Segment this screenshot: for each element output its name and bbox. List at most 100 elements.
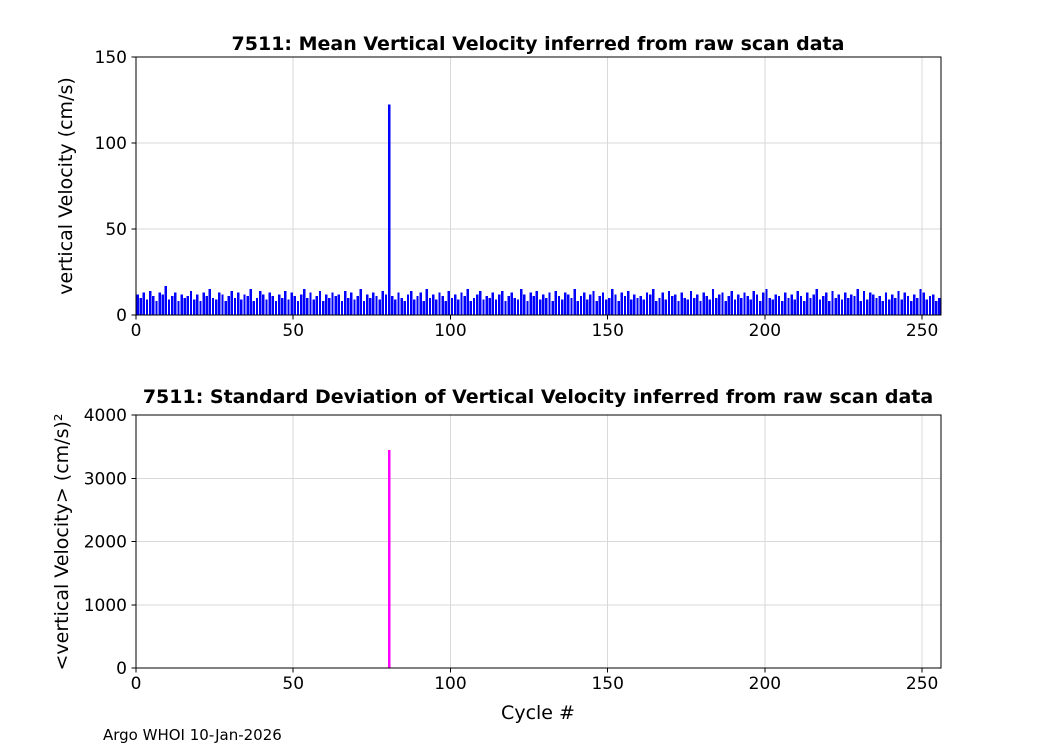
bar <box>529 292 532 315</box>
bar <box>167 299 171 315</box>
bar <box>148 290 152 315</box>
bar <box>145 299 149 315</box>
bar <box>730 290 734 315</box>
bar <box>224 301 227 315</box>
bar <box>221 294 224 315</box>
bar <box>692 297 696 315</box>
bar <box>702 292 705 315</box>
bar <box>296 301 300 315</box>
footer-text: Argo WHOI 10-Jan-2026 <box>103 726 282 744</box>
y-tick-label: 0 <box>116 659 127 679</box>
bar <box>290 292 293 315</box>
bar <box>831 290 834 315</box>
bar <box>850 294 853 315</box>
bar <box>674 294 677 315</box>
bar <box>608 297 611 315</box>
bar <box>428 297 432 315</box>
y-tick-label: 1000 <box>84 596 127 616</box>
bar <box>265 299 268 315</box>
bar <box>774 294 778 315</box>
bar <box>862 290 866 315</box>
y-tick-label: 3000 <box>84 469 127 489</box>
bar <box>677 301 680 315</box>
bar <box>413 299 416 315</box>
bar <box>362 301 366 315</box>
bar <box>359 289 363 315</box>
y-tick-label: 100 <box>95 134 127 154</box>
bar <box>538 299 542 315</box>
bar <box>670 296 674 315</box>
bar <box>491 292 495 315</box>
bar <box>208 289 212 315</box>
bar <box>919 289 922 315</box>
bar <box>548 292 551 315</box>
bar <box>215 299 218 315</box>
bar <box>564 292 567 315</box>
bar <box>400 297 403 315</box>
bar <box>828 301 831 315</box>
bar <box>913 294 916 315</box>
bar <box>268 292 271 315</box>
bar <box>243 294 246 315</box>
bar <box>230 290 234 315</box>
bar <box>542 294 545 315</box>
bar <box>337 294 341 315</box>
bar <box>469 301 473 315</box>
bar <box>652 289 655 315</box>
bottom-chart-ylabel: <vertical Velocity> (cm/s)² <box>51 413 73 671</box>
bar <box>840 299 844 315</box>
bar <box>394 299 397 315</box>
bar <box>765 289 768 315</box>
bar <box>667 290 671 315</box>
bar <box>325 294 328 315</box>
bar <box>435 299 438 315</box>
y-tick-label: 0 <box>116 306 127 326</box>
bar <box>938 297 941 315</box>
bar <box>762 292 765 315</box>
bar <box>378 299 381 315</box>
bar <box>293 296 296 315</box>
bar <box>328 297 331 315</box>
bar <box>350 292 353 315</box>
bar <box>158 292 161 315</box>
bar <box>699 301 702 315</box>
bar <box>299 294 303 315</box>
bar <box>661 292 664 315</box>
bar <box>347 297 350 315</box>
bar <box>391 296 394 315</box>
bar <box>498 294 501 315</box>
bar <box>576 301 579 315</box>
bar <box>799 296 803 315</box>
top-chart-ylabel: vertical Velocity (cm/s) <box>55 77 77 295</box>
bar <box>781 301 784 315</box>
y-tick-label: 2000 <box>84 533 127 553</box>
bar <box>843 292 847 315</box>
bar <box>501 290 504 315</box>
bar <box>523 294 526 315</box>
bar <box>906 296 910 315</box>
bar <box>928 296 932 315</box>
bar <box>658 297 661 315</box>
bar <box>177 301 180 315</box>
bar <box>161 294 164 315</box>
bar <box>155 301 158 315</box>
bar <box>733 299 737 315</box>
bar <box>718 294 721 315</box>
bar <box>309 292 312 315</box>
bar <box>759 301 762 315</box>
bar <box>595 301 598 315</box>
bar <box>749 299 752 315</box>
bar <box>859 301 862 315</box>
bar <box>806 292 809 315</box>
bar <box>894 297 897 315</box>
bar <box>878 296 881 315</box>
bar <box>935 301 938 315</box>
bar <box>768 297 771 315</box>
bar <box>743 292 746 315</box>
bar <box>507 296 510 315</box>
bar <box>356 296 359 315</box>
bar <box>752 290 756 315</box>
bar <box>183 297 186 315</box>
bar <box>611 289 614 315</box>
bar <box>727 296 730 315</box>
